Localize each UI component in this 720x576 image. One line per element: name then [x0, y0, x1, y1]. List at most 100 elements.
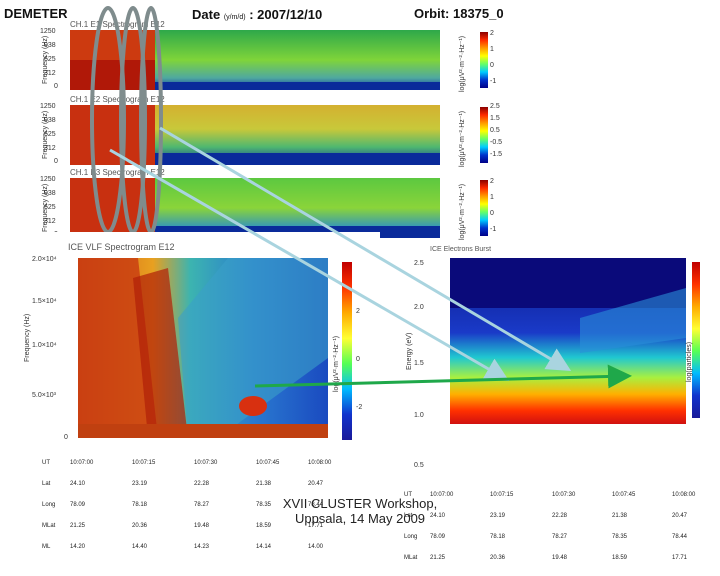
cbar-tick: 1.5 [490, 115, 500, 122]
panel-title: CH.1 E2 Spectrogram E12 [70, 95, 165, 104]
electron-chart: ICE Electrons Burst Energy (eV) 2.5 2.0 … [380, 242, 716, 561]
cbar-tick: 1 [490, 194, 494, 201]
long-value: 78.09 [70, 502, 86, 508]
lat-value: 21.38 [256, 481, 272, 487]
lat-value: 23.19 [490, 513, 506, 519]
row-label: UT [42, 460, 50, 466]
ytick: 312 [44, 218, 56, 225]
electron-title: ICE Electrons Burst [430, 246, 492, 253]
lat-value: 22.28 [552, 513, 568, 519]
correlation-arrow [109, 148, 510, 382]
cbar-tick: 0.5 [490, 127, 500, 134]
ml-value: 14.14 [256, 544, 272, 550]
long-value: 78.27 [194, 502, 210, 508]
mlat-value: 18.59 [612, 555, 628, 561]
spectrogram-e2 [70, 105, 440, 165]
ut-value: 10:07:00 [430, 492, 454, 498]
lat-value: 21.38 [612, 513, 628, 519]
mlat-value: 21.25 [70, 523, 86, 529]
mlat-value: 19.48 [194, 523, 210, 529]
ml-value: 14.00 [308, 544, 324, 550]
lat-value: 20.47 [672, 513, 688, 519]
ytick: 312 [44, 145, 56, 152]
lat-value: 22.28 [194, 481, 210, 487]
electron-ytick: 1.0 [414, 412, 424, 419]
ytick: 625 [44, 56, 56, 63]
colorbar [480, 32, 488, 88]
row-label: Lat [404, 513, 413, 519]
vlf-chart: ICE VLF Spectrogram E12 Frequency (Hz) 2… [20, 232, 380, 550]
ytick: 312 [44, 70, 56, 77]
vlf-hotspot [239, 396, 267, 416]
row-label: MLat [42, 523, 56, 529]
electron-ytick: 2.5 [414, 260, 424, 267]
mlat-value: 21.25 [430, 555, 446, 561]
vlf-spectrogram [78, 258, 328, 438]
colorbar [480, 180, 488, 236]
mlat-value: 19.48 [552, 555, 568, 561]
row-label: ML [42, 544, 51, 550]
mlat-value: 20.36 [490, 555, 506, 561]
vlf-lowband [78, 424, 328, 438]
ml-value: 14.23 [194, 544, 210, 550]
electron-ytick: 2.0 [414, 304, 424, 311]
date-label: Date (y/m/d) : 2007/12/10 [192, 7, 322, 22]
cbar-tick: -1.5 [490, 151, 503, 158]
ut-value: 10:07:45 [256, 460, 280, 466]
lat-value: 20.47 [308, 481, 324, 487]
vlf-title: ICE VLF Spectrogram E12 [68, 242, 175, 252]
electron-ytick: 1.5 [414, 360, 424, 367]
long-value: 78.18 [490, 534, 506, 540]
ut-value: 10:07:30 [552, 492, 576, 498]
ml-value: 14.20 [70, 544, 86, 550]
electron-ytick: 0.5 [414, 462, 424, 469]
mlat-value: 17.71 [308, 523, 324, 529]
vlf-ytick: 5.0×10³ [32, 392, 56, 399]
ytick: 938 [44, 190, 56, 197]
ut-value: 10:07:15 [490, 492, 514, 498]
cbar-tick: 0 [490, 210, 494, 217]
ut-value: 10:08:00 [308, 460, 332, 466]
ytick: 625 [44, 131, 56, 138]
ytick: 1250 [40, 176, 56, 183]
vlf-cbar-tick: 0 [356, 356, 360, 363]
cbar-tick: -1 [490, 78, 497, 85]
footer-line2: Uppsala, 14 May 2009 [294, 511, 426, 526]
ytick: 1250 [40, 103, 56, 110]
footer-line1: XVII CLUSTER Workshop, [282, 496, 438, 511]
orbit-label: Orbit: 18375_0 [414, 6, 504, 21]
row-label: MLat [404, 555, 418, 561]
vlf-cbar-tick: -2 [356, 404, 363, 411]
ytick: 938 [44, 117, 56, 124]
vlf-ytick: 1.5×10⁴ [32, 298, 57, 305]
long-value: 78.09 [430, 534, 446, 540]
cbar-tick: 2.5 [490, 103, 500, 110]
long-value: 78.27 [552, 534, 568, 540]
correlation-arrow-green [254, 364, 632, 389]
date-sub: (y/m/d) [223, 14, 246, 21]
ytick: 625 [44, 204, 56, 211]
panel-e2: CH.1 E2 Spectrogram E12 Frequency (Hz) 1… [40, 95, 503, 167]
date-value: : 2007/12/10 [249, 7, 323, 22]
cbar-tick: 2 [490, 178, 494, 185]
panel-title: CH.1 E3 Spectrogram E12 [70, 168, 165, 177]
vlf-ytick: 1.0×10⁴ [32, 342, 57, 349]
cbar-tick: -1 [490, 226, 497, 233]
row-label: Long [404, 534, 418, 540]
electron-colorbar [692, 262, 700, 418]
vlf-emission [133, 268, 188, 438]
ytick: 938 [44, 42, 56, 49]
vlf-cbar-tick: 2 [356, 308, 360, 315]
ut-value: 10:07:00 [70, 460, 94, 466]
arrow-overlay [109, 126, 632, 389]
ytick: 0 [54, 158, 58, 165]
ut-value: 10:07:30 [194, 460, 218, 466]
mlat-value: 18.59 [256, 523, 272, 529]
correlation-arrow [159, 126, 572, 372]
ut-value: 10:07:45 [612, 492, 636, 498]
ml-value: 14.40 [132, 544, 148, 550]
cbar-tick: 0 [490, 62, 494, 69]
long-value: 78.44 [308, 502, 324, 508]
long-value: 78.35 [256, 502, 272, 508]
row-label: Long [42, 502, 56, 508]
